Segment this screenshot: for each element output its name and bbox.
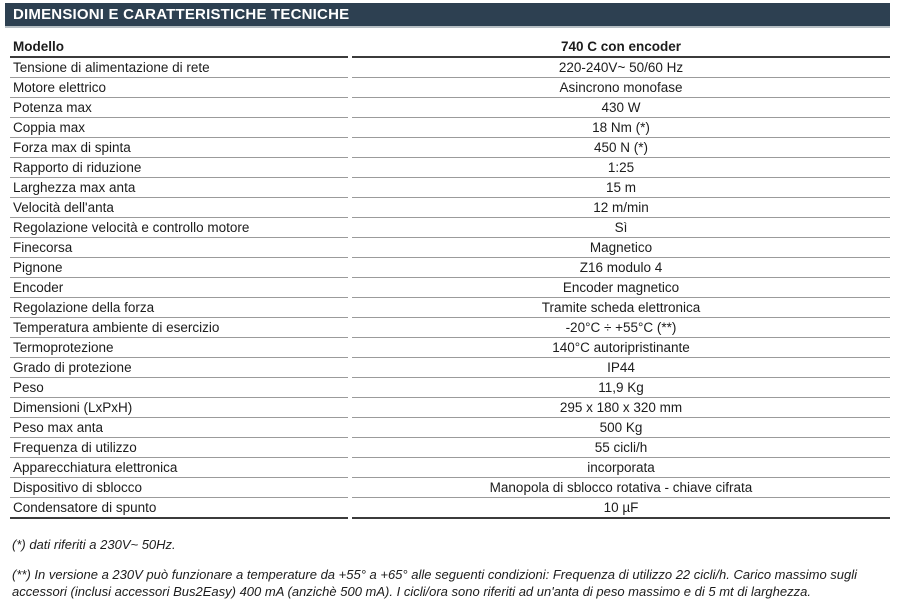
spec-label: Peso max anta: [10, 418, 348, 438]
table-row: Frequenza di utilizzo 55 cicli/h: [10, 438, 890, 458]
spec-label: Dimensioni (LxPxH): [10, 398, 348, 418]
spec-label: Pignone: [10, 258, 348, 278]
table-row: Pignone Z16 modulo 4: [10, 258, 890, 278]
spec-label: Larghezza max anta: [10, 178, 348, 198]
table-row: Regolazione velocità e controllo motore …: [10, 218, 890, 238]
spec-label: Rapporto di riduzione: [10, 158, 348, 178]
spec-label: Encoder: [10, 278, 348, 298]
spec-label: Velocità dell'anta: [10, 198, 348, 218]
table-row: Regolazione della forza Tramite scheda e…: [10, 298, 890, 318]
spec-value: -20°C ÷ +55°C (**): [352, 318, 890, 338]
table-row: Dimensioni (LxPxH) 295 x 180 x 320 mm: [10, 398, 890, 418]
table-row: Coppia max 18 Nm (*): [10, 118, 890, 138]
spec-value: Magnetico: [352, 238, 890, 258]
table-row: Peso 11,9 Kg: [10, 378, 890, 398]
table-row: Velocità dell'anta 12 m/min: [10, 198, 890, 218]
table-row: Motore elettrico Asincrono monofase: [10, 78, 890, 98]
table-row: Encoder Encoder magnetico: [10, 278, 890, 298]
spec-label: Motore elettrico: [10, 78, 348, 98]
spec-value: Sì: [352, 218, 890, 238]
spec-value: 18 Nm (*): [352, 118, 890, 138]
spec-label: Apparecchiatura elettronica: [10, 458, 348, 478]
spec-value: 12 m/min: [352, 198, 890, 218]
spec-label: Potenza max: [10, 98, 348, 118]
spec-value: Manopola di sblocco rotativa - chiave ci…: [352, 478, 890, 498]
table-row: Forza max di spinta 450 N (*): [10, 138, 890, 158]
section-title: DIMENSIONI E CARATTERISTICHE TECNICHE: [13, 6, 350, 23]
table-row: Tensione di alimentazione di rete 220-24…: [10, 58, 890, 78]
spec-value: 140°C autoripristinante: [352, 338, 890, 358]
section-title-bar: DIMENSIONI E CARATTERISTICHE TECNICHE: [5, 3, 890, 28]
table-row: Condensatore di spunto 10 µF: [10, 498, 890, 519]
table-row: Finecorsa Magnetico: [10, 238, 890, 258]
spec-label: Condensatore di spunto: [10, 498, 348, 519]
spec-value: 1:25: [352, 158, 890, 178]
spec-value: 55 cicli/h: [352, 438, 890, 458]
spec-value: 430 W: [352, 98, 890, 118]
spec-value: 295 x 180 x 320 mm: [352, 398, 890, 418]
table-row: Potenza max 430 W: [10, 98, 890, 118]
spec-label: Termoprotezione: [10, 338, 348, 358]
spec-label: Tensione di alimentazione di rete: [10, 58, 348, 78]
spec-value: incorporata: [352, 458, 890, 478]
footnotes: (*) dati riferiti a 230V~ 50Hz. (**) In …: [12, 536, 888, 600]
spec-table: Modello 740 C con encoder Tensione di al…: [10, 28, 890, 519]
spec-value: 10 µF: [352, 498, 890, 519]
spec-value: Asincrono monofase: [352, 78, 890, 98]
footnote-asterisk: (*) dati riferiti a 230V~ 50Hz.: [12, 537, 176, 552]
spec-label: Grado di protezione: [10, 358, 348, 378]
spec-label: Frequenza di utilizzo: [10, 438, 348, 458]
spec-value: 15 m: [352, 178, 890, 198]
table-row: Termoprotezione 140°C autoripristinante: [10, 338, 890, 358]
table-row: Grado di protezione IP44: [10, 358, 890, 378]
spec-label: Regolazione della forza: [10, 298, 348, 318]
spec-value: Z16 modulo 4: [352, 258, 890, 278]
spec-label: Forza max di spinta: [10, 138, 348, 158]
datasheet-page: DIMENSIONI E CARATTERISTICHE TECNICHE Mo…: [0, 3, 900, 600]
spec-label: Finecorsa: [10, 238, 348, 258]
spec-label: Temperatura ambiente di esercizio: [10, 318, 348, 338]
table-row: Peso max anta 500 Kg: [10, 418, 890, 438]
model-header-value: 740 C con encoder: [352, 32, 890, 58]
spec-label: Dispositivo di sblocco: [10, 478, 348, 498]
spec-value: IP44: [352, 358, 890, 378]
spec-value: 11,9 Kg: [352, 378, 890, 398]
table-row: Dispositivo di sblocco Manopola di sbloc…: [10, 478, 890, 498]
spec-value: Encoder magnetico: [352, 278, 890, 298]
table-header-row: Modello 740 C con encoder: [10, 32, 890, 58]
spec-value: 500 Kg: [352, 418, 890, 438]
spec-label: Peso: [10, 378, 348, 398]
model-header-label: Modello: [10, 32, 348, 58]
footnote-double-asterisk: (**) In versione a 230V può funzionare a…: [12, 567, 858, 599]
table-row: Rapporto di riduzione 1:25: [10, 158, 890, 178]
table-row: Larghezza max anta 15 m: [10, 178, 890, 198]
spec-value: Tramite scheda elettronica: [352, 298, 890, 318]
spec-value: 220-240V~ 50/60 Hz: [352, 58, 890, 78]
spec-label: Coppia max: [10, 118, 348, 138]
spec-label: Regolazione velocità e controllo motore: [10, 218, 348, 238]
table-row: Apparecchiatura elettronica incorporata: [10, 458, 890, 478]
table-row: Temperatura ambiente di esercizio -20°C …: [10, 318, 890, 338]
spec-value: 450 N (*): [352, 138, 890, 158]
